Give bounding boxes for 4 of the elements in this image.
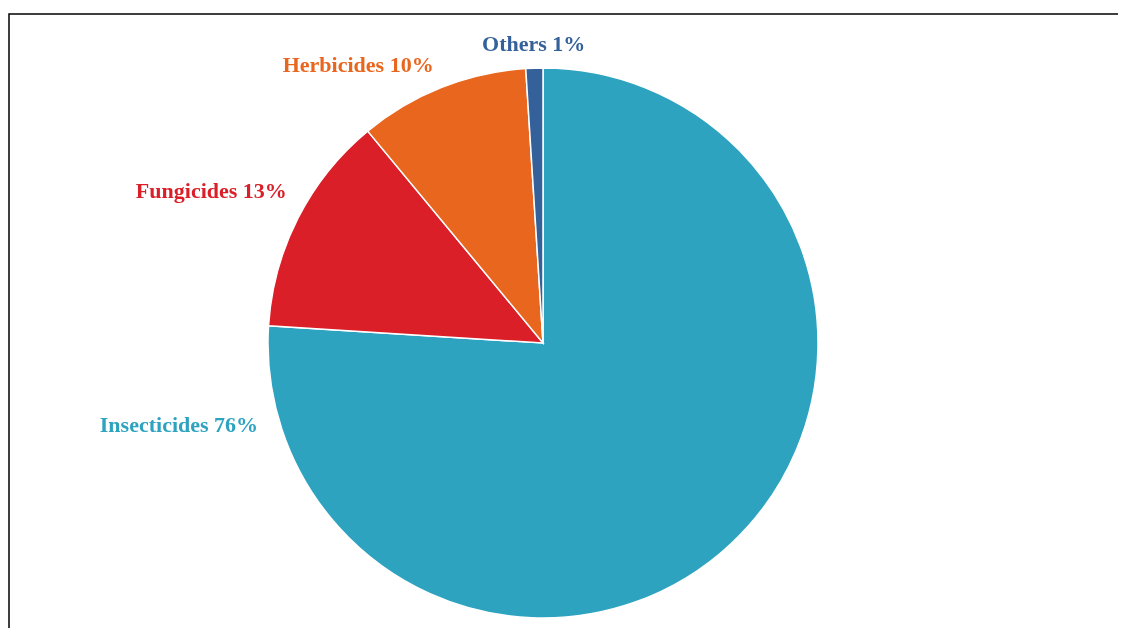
slice-label: Fungicides 13%: [135, 177, 287, 203]
slice-label: Insecticides 76%: [99, 411, 259, 437]
slice-label: Herbicides 10%: [282, 51, 434, 77]
slice-label: Others 1%: [482, 31, 586, 57]
